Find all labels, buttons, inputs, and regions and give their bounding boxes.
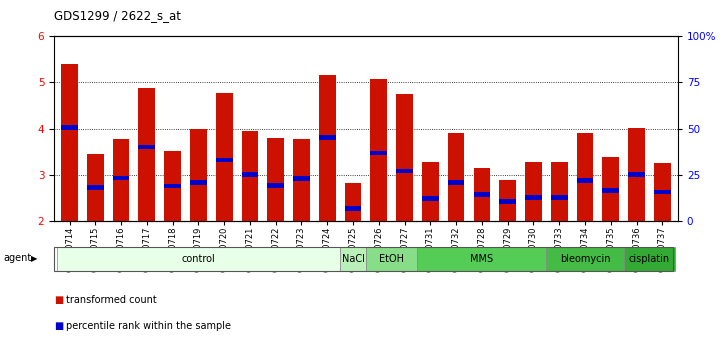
Text: MMS: MMS [470, 254, 493, 264]
Bar [577, 178, 593, 183]
Bar [216, 158, 233, 162]
Bar [345, 206, 361, 211]
Bar [190, 180, 207, 185]
Bar [547, 247, 624, 271]
Bar [396, 94, 413, 221]
Bar [551, 195, 567, 200]
Bar [474, 168, 490, 221]
Bar [345, 183, 361, 221]
Bar [525, 195, 541, 200]
Bar [448, 180, 464, 185]
Bar [499, 180, 516, 221]
Bar [267, 184, 284, 188]
Bar [525, 162, 541, 221]
Text: GDS1299 / 2622_s_at: GDS1299 / 2622_s_at [54, 9, 181, 22]
Text: NaCl: NaCl [342, 254, 364, 264]
Text: cisplatin: cisplatin [629, 254, 670, 264]
Bar [319, 136, 336, 140]
Bar [624, 247, 675, 271]
Bar [417, 247, 547, 271]
Bar [138, 88, 155, 221]
Text: transformed count: transformed count [66, 295, 157, 305]
Bar [602, 188, 619, 193]
Bar [628, 172, 645, 177]
Bar [551, 162, 567, 221]
Bar [164, 151, 181, 221]
Text: ■: ■ [54, 295, 63, 305]
Bar [138, 145, 155, 149]
Bar [242, 131, 258, 221]
Bar [499, 199, 516, 204]
Text: EtOH: EtOH [379, 254, 404, 264]
Bar [112, 139, 130, 221]
Bar [654, 190, 671, 195]
Text: agent: agent [4, 253, 32, 263]
Bar [190, 128, 207, 221]
Text: control: control [182, 254, 216, 264]
Bar [319, 75, 336, 221]
Bar [448, 133, 464, 221]
Text: percentile rank within the sample: percentile rank within the sample [66, 321, 231, 331]
Bar [87, 185, 104, 190]
Bar [371, 79, 387, 221]
Bar [366, 247, 417, 271]
Bar [602, 157, 619, 221]
Bar [577, 133, 593, 221]
Bar [371, 151, 387, 155]
Text: ▶: ▶ [31, 254, 37, 263]
Bar [87, 154, 104, 221]
Bar [164, 184, 181, 188]
Bar [293, 139, 310, 221]
Bar [474, 192, 490, 197]
Bar [267, 138, 284, 221]
Bar [396, 169, 413, 173]
Bar [61, 125, 78, 130]
Text: bleomycin: bleomycin [559, 254, 610, 264]
Bar [57, 247, 340, 271]
Bar [293, 176, 310, 181]
Bar [654, 163, 671, 221]
Bar [422, 162, 438, 221]
Text: ■: ■ [54, 321, 63, 331]
Bar [422, 196, 438, 201]
Bar [340, 247, 366, 271]
Bar [216, 93, 233, 221]
Bar [61, 64, 78, 221]
Bar [112, 176, 130, 180]
Bar [628, 128, 645, 221]
Bar [242, 172, 258, 177]
